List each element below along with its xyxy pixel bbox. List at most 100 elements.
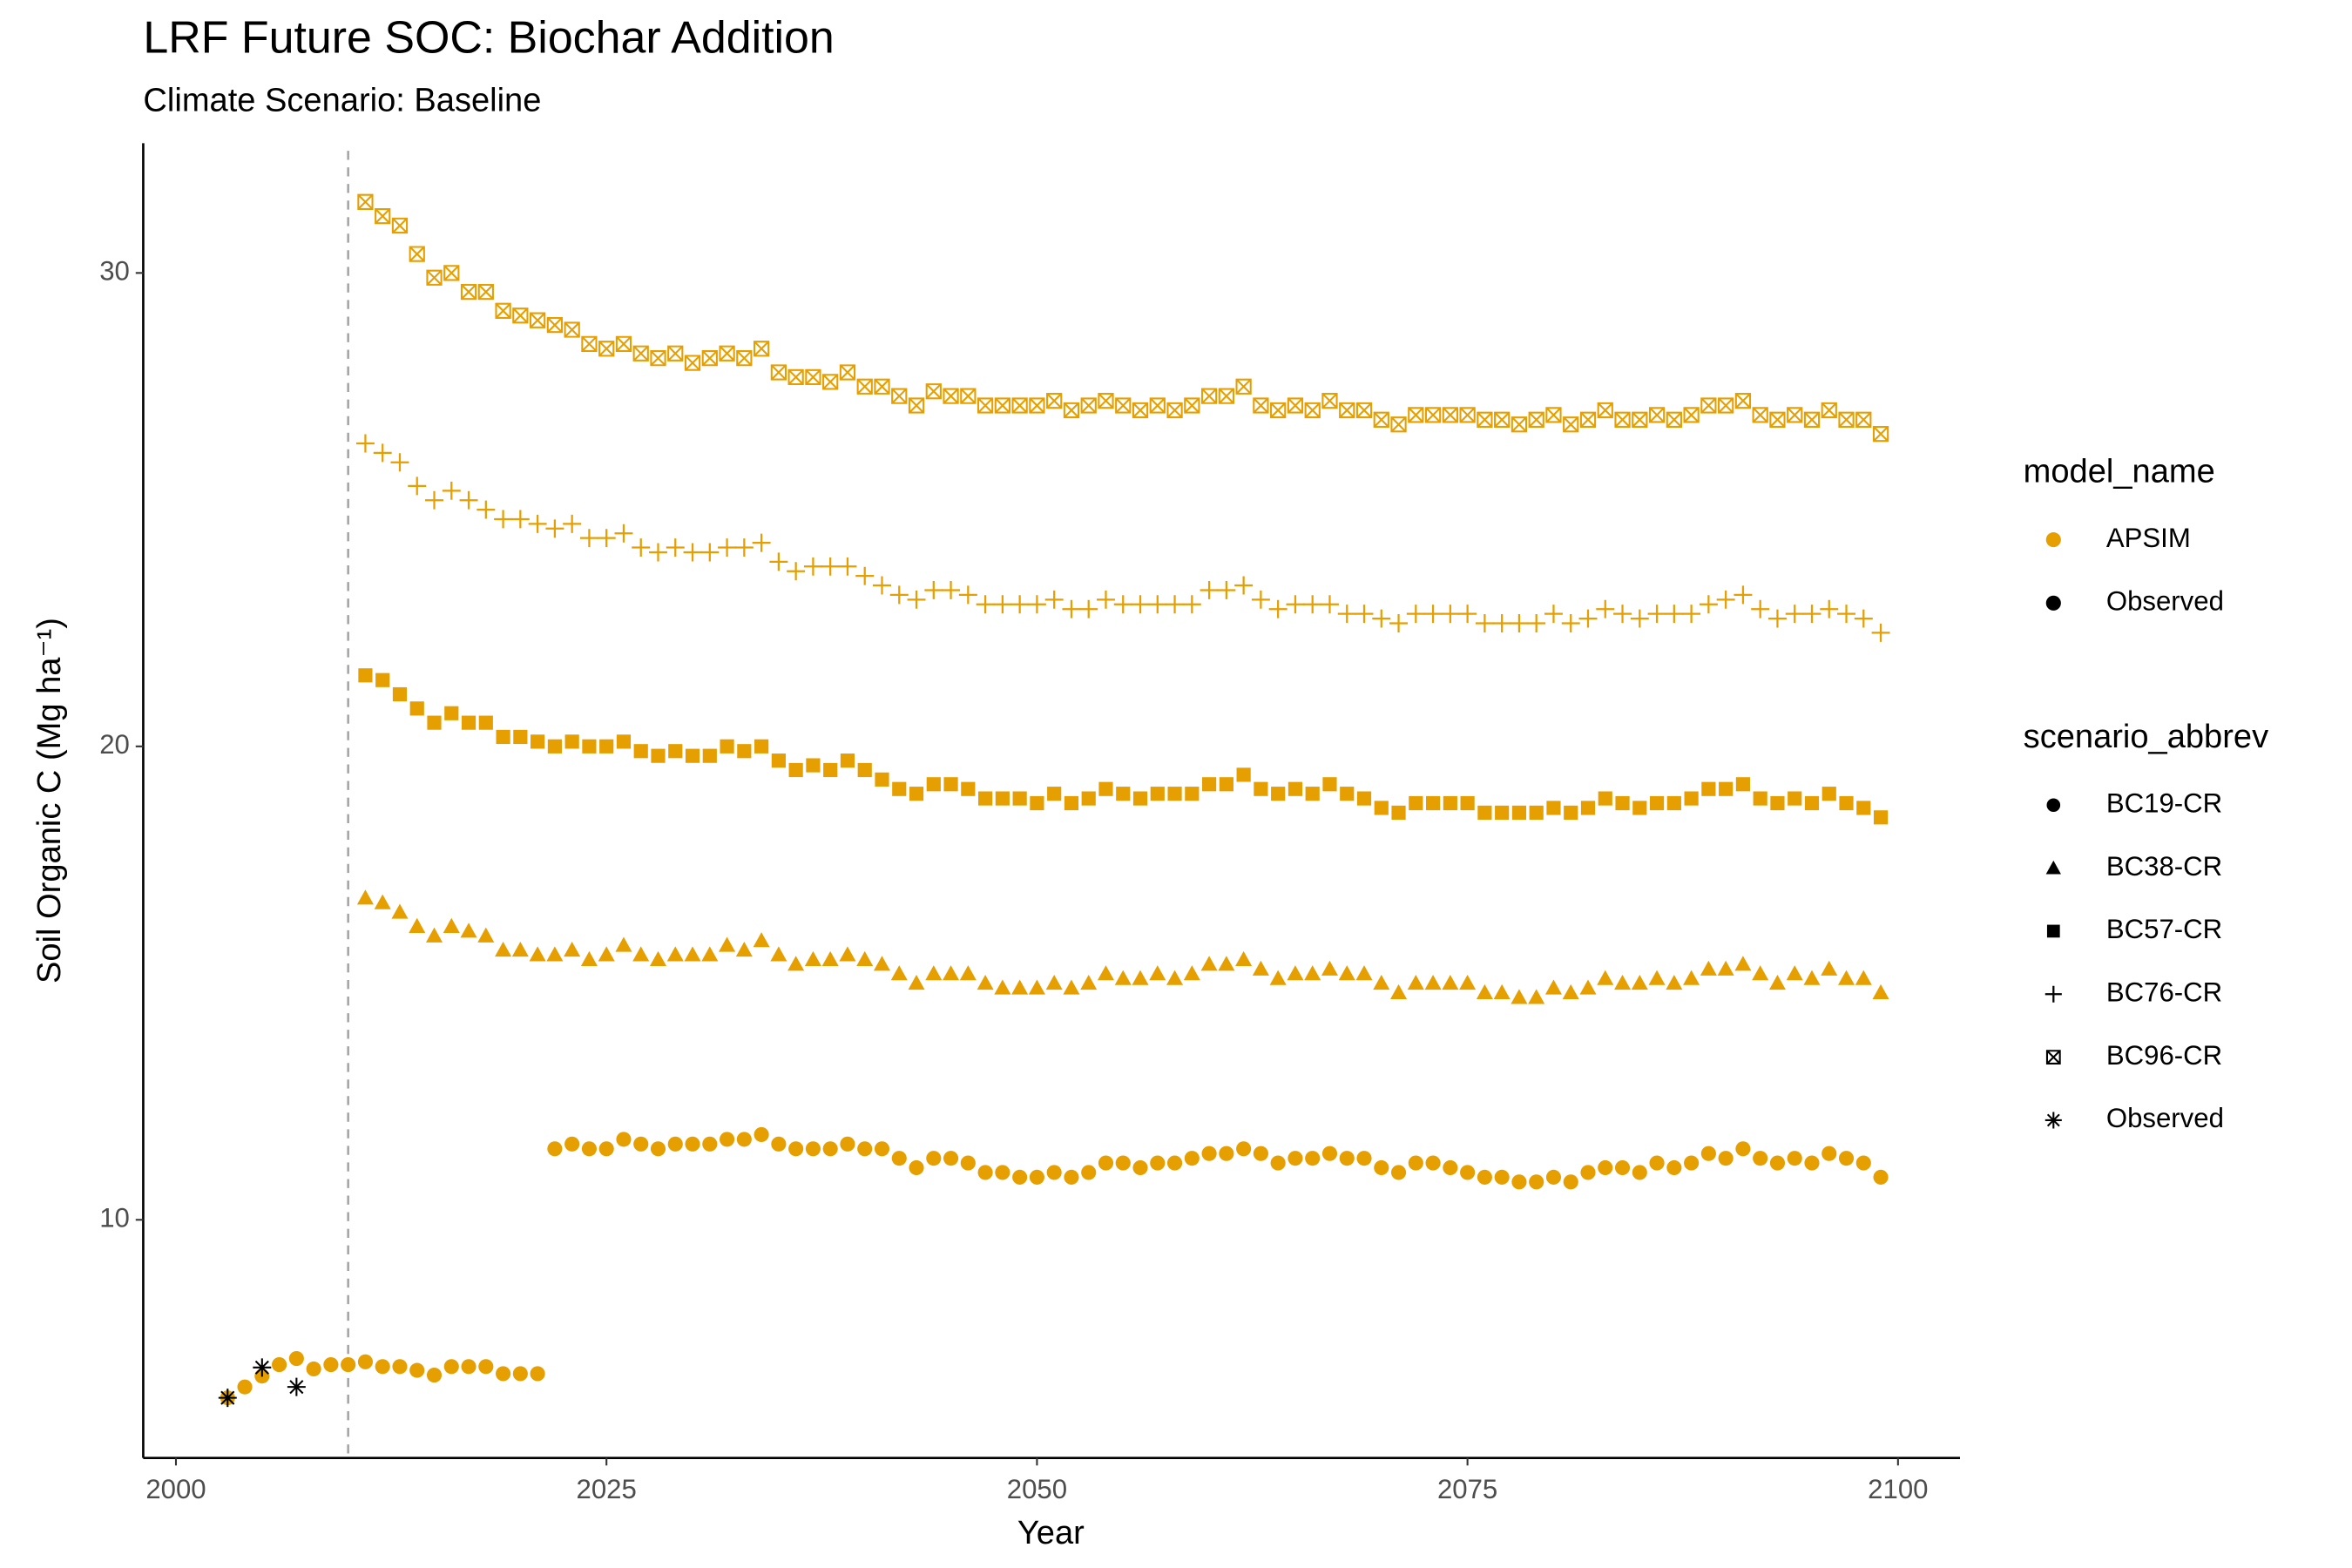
point xyxy=(1340,787,1355,801)
point xyxy=(1716,590,1735,609)
legend-symbol xyxy=(2046,924,2060,938)
point xyxy=(1373,411,1389,428)
point xyxy=(1838,1151,1855,1166)
point xyxy=(1304,402,1321,419)
point xyxy=(357,193,374,210)
point xyxy=(1390,983,1408,1000)
point xyxy=(1719,781,1734,796)
point xyxy=(787,956,805,971)
point xyxy=(1632,801,1647,815)
point xyxy=(390,453,409,472)
point xyxy=(650,1141,666,1157)
x-tick-label: 2100 xyxy=(1868,1474,1928,1504)
legend-label: BC19-CR xyxy=(2106,787,2222,818)
point xyxy=(909,1159,924,1176)
point xyxy=(1477,411,1493,428)
point xyxy=(545,519,564,538)
point xyxy=(1442,407,1458,423)
point xyxy=(926,777,941,792)
point xyxy=(391,217,409,234)
point xyxy=(1047,787,1062,801)
point xyxy=(1253,397,1269,414)
point xyxy=(1183,965,1200,981)
point xyxy=(1873,810,1889,825)
point xyxy=(823,762,838,778)
point xyxy=(1769,411,1786,428)
x-tick-label: 2050 xyxy=(1007,1474,1067,1504)
point xyxy=(891,1151,907,1166)
point xyxy=(787,368,804,386)
point xyxy=(1821,787,1836,801)
point xyxy=(1563,416,1579,433)
point xyxy=(737,744,752,759)
point xyxy=(1423,605,1443,624)
point xyxy=(1081,791,1096,806)
point xyxy=(1184,397,1200,414)
point xyxy=(771,754,786,768)
point xyxy=(1252,960,1269,976)
point xyxy=(1027,595,1046,614)
point xyxy=(288,1350,304,1367)
point xyxy=(1098,1155,1114,1171)
point xyxy=(1803,411,1821,428)
point xyxy=(1855,411,1872,428)
point xyxy=(1786,965,1803,981)
point xyxy=(892,781,907,796)
point xyxy=(1666,795,1681,811)
point xyxy=(924,580,943,599)
point xyxy=(1012,1169,1028,1185)
point xyxy=(1511,416,1528,433)
point xyxy=(477,283,494,301)
point xyxy=(651,748,666,763)
point xyxy=(1185,787,1200,801)
point xyxy=(821,950,839,966)
chart-title: LRF Future SOC: Biochar Addition xyxy=(143,12,834,63)
point xyxy=(1045,975,1063,990)
x-tick-label: 2025 xyxy=(577,1474,637,1504)
point xyxy=(942,580,961,599)
point xyxy=(1355,402,1373,419)
point xyxy=(1321,595,1339,614)
point xyxy=(1718,1151,1734,1166)
point xyxy=(993,595,1012,614)
point xyxy=(855,566,875,585)
point xyxy=(1409,795,1423,811)
point xyxy=(512,1366,528,1382)
point xyxy=(1200,956,1218,971)
point xyxy=(1734,392,1752,409)
point xyxy=(615,335,632,352)
point xyxy=(511,941,529,957)
point xyxy=(1821,960,1838,976)
point xyxy=(1235,378,1252,395)
point xyxy=(1217,580,1236,599)
point xyxy=(1752,965,1769,981)
point xyxy=(218,1389,237,1408)
point xyxy=(1701,781,1716,796)
point xyxy=(1578,609,1598,628)
point xyxy=(771,1136,787,1152)
point xyxy=(1753,791,1767,806)
point xyxy=(1700,960,1717,976)
point xyxy=(1064,795,1079,811)
point xyxy=(907,590,926,609)
point xyxy=(443,917,460,933)
point xyxy=(564,941,581,957)
point xyxy=(1614,975,1632,990)
point xyxy=(1495,805,1510,820)
point xyxy=(1046,1165,1062,1180)
point xyxy=(1630,609,1649,628)
point xyxy=(306,1361,321,1377)
point xyxy=(667,1136,683,1152)
point xyxy=(1287,397,1304,414)
point xyxy=(1598,1159,1613,1176)
point xyxy=(736,350,753,367)
point xyxy=(822,374,839,390)
legend-symbol xyxy=(2046,798,2061,813)
point xyxy=(753,932,770,948)
point xyxy=(1545,407,1562,423)
point xyxy=(1253,1146,1268,1161)
point xyxy=(1838,970,1855,985)
point xyxy=(1321,960,1338,976)
point xyxy=(1166,595,1185,614)
point xyxy=(840,754,855,768)
